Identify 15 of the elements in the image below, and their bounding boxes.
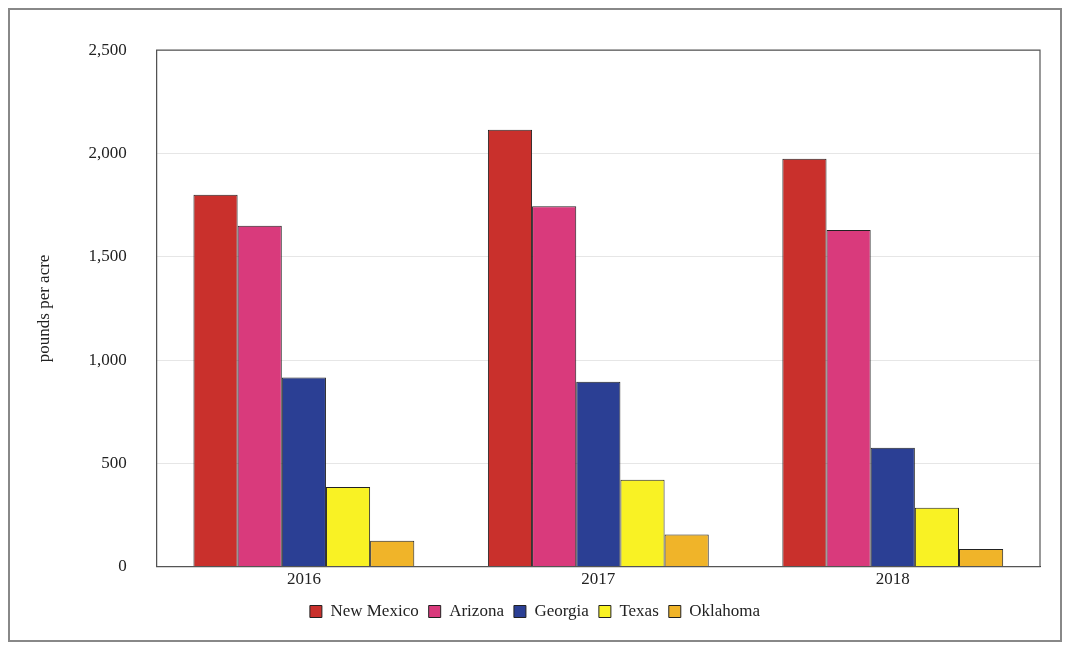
y-tick-label: 500 — [101, 452, 127, 472]
y-tick-label: 0 — [118, 556, 127, 576]
x-tick-label: 2017 — [581, 569, 616, 589]
y-tick-label: 1,000 — [88, 349, 127, 369]
legend-label: Arizona — [449, 600, 505, 620]
y-tick-label: 2,000 — [88, 142, 127, 162]
x-tick-label: 2018 — [875, 569, 910, 589]
legend-label: Georgia — [534, 600, 590, 620]
y-axis-title: pounds per acre — [33, 254, 53, 363]
legend-label: Oklahoma — [689, 600, 761, 620]
y-tick-label: 2,500 — [88, 39, 127, 59]
y-tick-label: 1,500 — [88, 246, 127, 266]
legend-label: New Mexico — [330, 600, 419, 620]
legend-label: Texas — [619, 600, 659, 620]
x-tick-label: 2016 — [286, 569, 321, 589]
